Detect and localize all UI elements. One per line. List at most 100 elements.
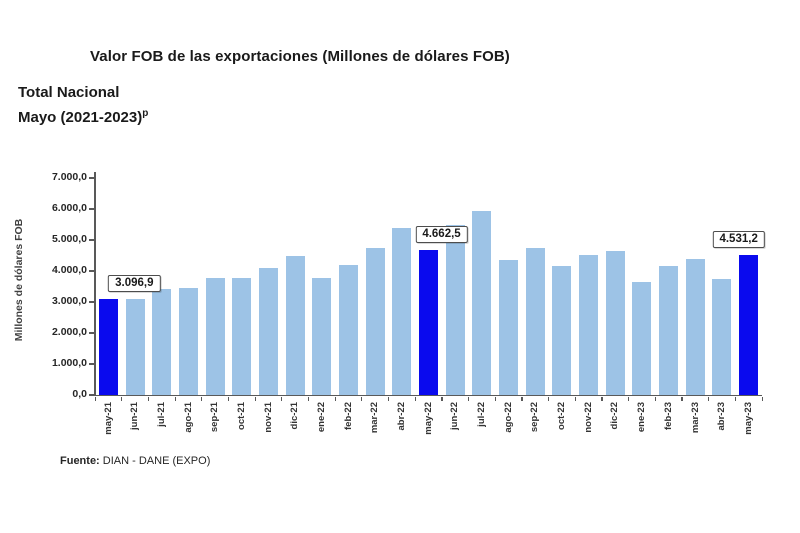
x-axis-tick (761, 397, 763, 401)
x-axis-label-text: may-21 (102, 402, 114, 435)
y-axis-tick-label: 7.000,0 (51, 171, 87, 183)
bar-feb-22 (338, 265, 358, 395)
x-axis-label-sep-22: sep-22 (522, 402, 549, 454)
bar-abr-23 (712, 279, 732, 395)
x-axis-label-jul-22: jul-22 (469, 402, 496, 454)
x-axis-label-dic-22: dic-22 (602, 402, 629, 454)
x-axis-tick (201, 397, 203, 401)
y-axis-tick-label: 5.000,0 (51, 233, 87, 245)
x-axis-label-abr-23: abr-23 (709, 402, 736, 454)
x-axis-label-text: ago-22 (502, 402, 514, 433)
y-axis-tick-label: 3.000,0 (51, 295, 87, 307)
y-axis-tick-label: 6.000,0 (51, 202, 87, 214)
bar-ago-21 (178, 288, 198, 395)
bar-chart-plot-area: 0,0 1.000,0 2.000,0 3.000,0 4.000,0 5.000,0 6.… (52, 171, 765, 435)
x-axis-label-jul-21: jul-21 (148, 402, 175, 454)
subtitle-period-text: Mayo (2021-2023) (18, 109, 143, 126)
source-note: Fuente: DIAN - DANE (EXPO) (60, 455, 210, 467)
bar-mar-22 (365, 247, 385, 395)
bar-nov-21 (258, 267, 278, 395)
x-axis-label-text: ene-23 (636, 402, 648, 433)
x-axis-tick (601, 397, 603, 401)
y-axis-title: Millones de dólares FOB (13, 218, 25, 342)
y-axis-tick-label: 4.000,0 (51, 264, 87, 276)
data-label-may-23: 4.531,2 (712, 230, 765, 248)
source-prefix: Fuente: (60, 455, 100, 467)
x-axis-label-nov-22: nov-22 (575, 402, 602, 454)
bar-jun-21 (125, 298, 145, 395)
x-axis-label-text: dic-21 (289, 402, 301, 430)
x-axis-label-jun-21: jun-21 (122, 402, 149, 454)
x-axis-label-text: may-22 (422, 402, 434, 435)
x-axis-tick (574, 397, 576, 401)
provisional-superscript: p (142, 108, 149, 119)
x-axis-line (94, 394, 762, 396)
x-axis-label-ago-21: ago-21 (175, 402, 202, 454)
source-text: DIAN - DANE (EXPO) (99, 455, 211, 467)
bar-dic-21 (285, 255, 305, 395)
y-axis-tick (89, 394, 94, 396)
bar-oct-21 (232, 277, 252, 395)
x-axis-label-text: dic-22 (609, 402, 621, 430)
x-axis-label-text: ago-21 (182, 402, 194, 433)
y-axis-tick (89, 177, 94, 179)
bar-may-22 (419, 250, 438, 395)
x-axis-label-ene-22: ene-22 (308, 402, 335, 454)
x-axis-label-abr-22: abr-22 (388, 402, 415, 454)
x-axis-label-text: jun-22 (449, 402, 461, 430)
bar-sep-21 (205, 278, 225, 395)
x-axis-label-feb-22: feb-22 (335, 402, 362, 454)
x-axis-label-text: jul-21 (155, 402, 167, 427)
x-axis-label-text: feb-23 (662, 402, 674, 430)
x-axis-label-feb-23: feb-23 (655, 402, 682, 454)
x-axis-label-may-23: may-23 (735, 402, 762, 454)
x-axis-label-text: feb-22 (342, 402, 354, 430)
bar-jul-22 (472, 211, 492, 395)
y-axis-line (94, 172, 96, 396)
x-axis-tick (254, 397, 256, 401)
x-axis-label-jun-22: jun-22 (442, 402, 469, 454)
bar-may-21 (98, 299, 118, 395)
x-axis-tick (494, 397, 496, 401)
y-axis-tick-label: 0,0 (72, 388, 87, 400)
data-label-may-21: 3.096,9 (108, 274, 161, 292)
x-axis-label-may-22: may-22 (415, 402, 442, 454)
x-axis-tick (708, 397, 710, 401)
chart-title: Valor FOB de las exportaciones (Millones… (90, 48, 510, 65)
chart-subtitle-region: Total Nacional (18, 84, 120, 101)
x-axis-tick (734, 397, 736, 401)
x-axis-label-text: jul-22 (476, 402, 488, 427)
x-axis-label-text: may-23 (742, 402, 754, 435)
x-axis-label-text: abr-23 (716, 402, 728, 431)
x-axis-tick (307, 397, 310, 401)
x-axis-tick (281, 397, 283, 401)
x-axis-tick (628, 397, 630, 401)
x-axis-tick (94, 397, 96, 401)
x-axis-tick (468, 397, 470, 401)
x-axis-tick (521, 397, 523, 401)
y-axis-tick-label: 2.000,0 (51, 326, 87, 338)
x-axis-label-text: nov-22 (582, 402, 594, 433)
bar-ago-22 (499, 259, 519, 395)
x-axis-label-text: mar-22 (369, 402, 381, 434)
bar-oct-22 (552, 265, 572, 395)
x-axis-label-text: oct-22 (556, 402, 568, 430)
x-axis-label-text: nov-21 (262, 402, 274, 433)
x-axis-label-text: sep-21 (209, 402, 221, 433)
bar-abr-22 (392, 227, 412, 395)
bar-dic-22 (605, 251, 625, 395)
bar-feb-23 (659, 266, 679, 395)
y-axis-tick (89, 332, 94, 334)
x-axis-label-text: jun-21 (129, 402, 141, 430)
x-axis-label-dic-21: dic-21 (282, 402, 309, 454)
bar-jul-21 (152, 288, 172, 395)
y-axis-tick (89, 363, 94, 365)
x-axis-tick (361, 397, 363, 401)
x-axis-tick (681, 397, 683, 401)
x-axis-label-oct-21: oct-21 (228, 402, 255, 454)
x-axis-tick (227, 397, 230, 401)
x-axis-tick (414, 397, 416, 401)
x-axis-label-text: ene-22 (316, 402, 328, 433)
bar-jun-22 (445, 224, 465, 395)
x-axis-label-sep-21: sep-21 (202, 402, 229, 454)
